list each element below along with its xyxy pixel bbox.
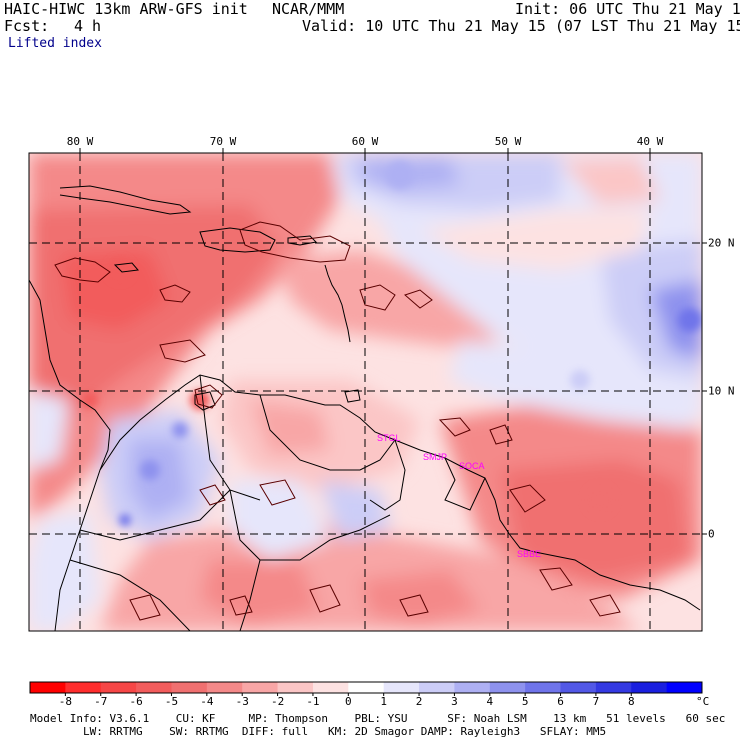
colorbar-tick-label: -5 — [164, 695, 179, 708]
colorbar-tick-label: 3 — [451, 695, 458, 708]
site-label-sbbe: SBBE — [517, 549, 541, 559]
colorbar-swatch — [136, 682, 172, 693]
colorbar-swatch — [383, 682, 420, 693]
lat-label-10n: 10 N — [708, 384, 735, 398]
field-name: Lifted index — [8, 36, 102, 51]
fcst-value: 4 h — [74, 17, 102, 35]
colorbar-swatch — [560, 682, 597, 693]
colorbar-swatch — [242, 682, 279, 693]
colorbar-tick-label: 0 — [345, 695, 352, 708]
lon-label-80w: 80 W — [66, 135, 94, 148]
lat-label-20n: 20 N — [708, 236, 735, 250]
colorbar-swatch — [489, 682, 526, 693]
colorbar-swatch — [206, 682, 243, 693]
colorbar-tick-label: 6 — [557, 695, 564, 708]
colorbar-tick-label: -8 — [58, 695, 72, 708]
colorbar-tick-label: 5 — [521, 695, 529, 708]
fcst-label: Fcst: — [4, 17, 50, 35]
colorbar-tick-label: 7 — [592, 695, 600, 708]
site-label-stgl: STGL — [377, 433, 401, 443]
colorbar-unit: °C — [696, 695, 710, 708]
colorbar-swatch — [277, 682, 314, 693]
colorbar-tick-label: 2 — [415, 695, 423, 708]
colorbar-swatch — [100, 682, 137, 693]
lon-label-70w: 70 W — [209, 135, 237, 148]
colorbar-swatch — [525, 682, 562, 693]
site-label-smjp: SMJP — [423, 452, 447, 462]
colorbar-tick-label: -2 — [270, 695, 285, 708]
colorbar-tick-label: 4 — [486, 695, 494, 708]
colorbar-tick-label: -7 — [94, 695, 108, 708]
li-contours — [54, 221, 621, 621]
colorbar-swatch — [454, 682, 491, 693]
lon-label-40w: 40 W — [636, 135, 664, 148]
colorbar-swatch — [65, 682, 102, 693]
model-info-line2: LW: RRTMG SW: RRTMG DIFF: full KM: 2D Sm… — [30, 725, 607, 738]
frame-ticks — [79, 148, 707, 535]
coastlines — [29, 185, 701, 631]
colorbar-swatch — [312, 682, 349, 693]
valid-time: Valid: 10 UTC Thu 21 May 15 (07 LST Thu … — [302, 17, 740, 35]
init-time: Init: 06 UTC Thu 21 May 15 — [515, 0, 740, 18]
colorbar-swatch — [631, 682, 668, 693]
lat-label-0: 0 — [708, 527, 715, 541]
model-title: HAIC-HIWC 13km ARW-GFS init — [4, 0, 248, 18]
gridlines — [29, 153, 702, 631]
colorbar-tick-label: -4 — [200, 695, 214, 708]
colorbar-tick-label: -3 — [235, 695, 249, 708]
field-shading — [29, 153, 702, 631]
colorbar-border — [29, 681, 703, 694]
lon-label-60w: 60 W — [351, 135, 379, 148]
colorbar-tick-label: 8 — [627, 695, 635, 708]
center-name: NCAR/MMM — [272, 0, 345, 18]
site-label-soca: SOCA — [459, 461, 485, 471]
model-info-line1: Model Info: V3.6.1 CU: KF MP: Thompson P… — [30, 712, 726, 725]
colorbar-tick-label: -1 — [306, 695, 320, 708]
lon-label-50w: 50 W — [494, 135, 522, 148]
colorbar-swatch — [595, 682, 632, 693]
colorbar-swatch — [30, 682, 66, 693]
colorbar-swatch — [348, 682, 385, 693]
colorbar-swatch — [171, 682, 208, 693]
colorbar-tick-label: 1 — [380, 695, 387, 708]
colorbar — [29, 681, 703, 696]
colorbar-swatch — [419, 682, 455, 693]
site-labels: STGL SMJP SOCA SBBE — [377, 433, 541, 559]
colorbar-swatch — [666, 682, 703, 693]
colorbar-tick-label: -6 — [129, 695, 143, 708]
